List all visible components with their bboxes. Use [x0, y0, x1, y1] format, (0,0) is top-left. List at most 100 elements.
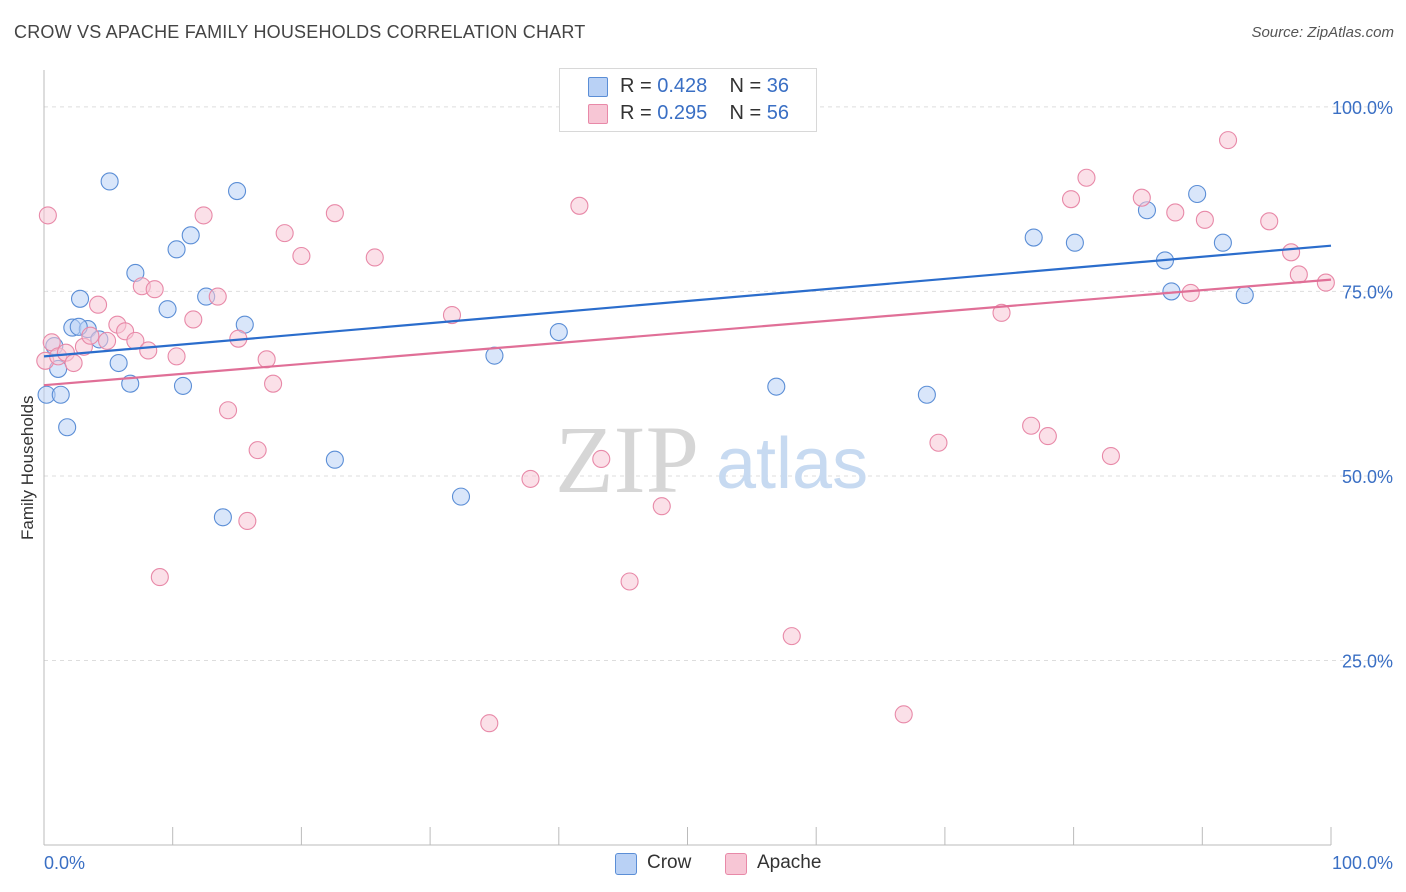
crow-point — [1188, 184, 1207, 204]
crow-point — [1213, 233, 1232, 252]
crow-point — [158, 300, 177, 319]
apache-point — [325, 204, 344, 223]
apache-point — [1282, 243, 1301, 262]
crow-point — [1065, 233, 1084, 252]
apache-point — [194, 206, 213, 225]
crow-point — [173, 376, 193, 395]
apache-point — [1166, 203, 1185, 222]
crow-point — [1024, 228, 1043, 247]
y-tick-label: 100.0% — [1332, 98, 1393, 118]
apache-point — [782, 627, 801, 646]
crow-legend-swatch — [615, 853, 637, 875]
apache-point — [652, 497, 671, 516]
apache-point — [89, 295, 108, 314]
crow-point — [767, 377, 786, 396]
crow-n-label: N = — [729, 75, 767, 97]
trend-lines — [43, 244, 1332, 387]
apache-point — [620, 572, 639, 591]
correlation-legend: R = 0.428 N = 36 R = 0.295 N = 56 — [559, 68, 817, 132]
tick-labels: 25.0% 50.0% 75.0% 100.0% 0.0% 100.0% — [44, 98, 1393, 873]
crow-point — [109, 353, 128, 373]
apache-point — [521, 469, 540, 488]
watermark-zip: ZIP — [555, 406, 699, 513]
crow-point — [325, 450, 344, 469]
chart-title: CROW VS APACHE FAMILY HOUSEHOLDS CORRELA… — [14, 22, 586, 42]
apache-point — [145, 280, 164, 299]
crow-point — [167, 240, 186, 259]
crow-trend-line — [43, 244, 1332, 358]
axes — [43, 70, 1332, 846]
crow-swatch — [588, 77, 608, 97]
x-tick-label: 0.0% — [44, 853, 85, 873]
crow-point — [100, 172, 119, 191]
apache-trend-line — [43, 278, 1332, 387]
apache-point — [480, 714, 499, 733]
apache-point — [81, 326, 100, 345]
apache-point — [184, 310, 203, 329]
apache-point — [98, 331, 117, 350]
apache-point — [1260, 212, 1279, 231]
apache-point — [1061, 190, 1081, 209]
crow-point — [917, 385, 936, 404]
crow-r-label: R = — [620, 75, 658, 97]
crow-point — [451, 487, 471, 506]
crow-point — [213, 508, 232, 527]
apache-point — [167, 347, 186, 366]
watermark-atlas: atlas — [716, 424, 868, 504]
apache-point — [150, 568, 169, 587]
apache-point — [894, 705, 913, 724]
apache-point — [1022, 416, 1041, 435]
apache-point — [1218, 131, 1238, 150]
y-axis-label: Family Households — [18, 395, 37, 540]
apache-legend-swatch — [725, 853, 747, 875]
apache-point — [208, 287, 227, 306]
data-points — [36, 131, 1335, 733]
y-tick-label: 50.0% — [1342, 467, 1393, 487]
apache-r-value: 0.295 — [657, 102, 708, 124]
apache-point — [1181, 283, 1200, 302]
crow-n-value: 36 — [766, 75, 790, 97]
apache-point — [1077, 168, 1096, 187]
apache-point — [248, 441, 267, 460]
y-tick-label: 25.0% — [1342, 651, 1393, 671]
crow-point — [51, 385, 70, 404]
crow-point — [549, 322, 568, 342]
apache-point — [1132, 188, 1151, 207]
crow-point — [181, 226, 200, 245]
apache-n-value: 56 — [766, 102, 790, 124]
crow-legend-label: Crow — [647, 852, 692, 873]
apache-point — [1316, 273, 1335, 292]
apache-n-label: N = — [729, 102, 767, 124]
apache-point — [64, 353, 83, 373]
apache-legend-label: Apache — [757, 852, 822, 873]
crow-point — [58, 418, 77, 437]
crow-point — [70, 289, 90, 308]
apache-point — [275, 224, 294, 243]
apache-point — [1195, 210, 1214, 229]
apache-point — [218, 401, 238, 420]
apache-point — [570, 196, 589, 215]
apache-point — [1289, 265, 1308, 284]
apache-point — [365, 248, 384, 267]
crow-stats: R = 0.428 N = 36 — [620, 75, 789, 98]
apache-swatch — [588, 104, 608, 124]
apache-point — [38, 206, 57, 225]
source-label: Source: ZipAtlas.com — [1251, 24, 1394, 41]
apache-point — [1101, 446, 1120, 466]
apache-point — [238, 511, 257, 531]
crow-r-value: 0.428 — [657, 75, 708, 97]
apache-point — [139, 341, 158, 360]
crow-point — [1235, 286, 1254, 305]
apache-stats: R = 0.295 N = 56 — [620, 102, 789, 125]
apache-point — [929, 433, 948, 452]
crow-point — [228, 181, 247, 201]
apache-point — [257, 350, 276, 369]
apache-r-label: R = — [620, 102, 658, 124]
apache-point — [592, 449, 611, 469]
apache-point — [992, 303, 1011, 322]
x-tick-label: 100.0% — [1332, 853, 1393, 873]
apache-point — [264, 374, 283, 393]
apache-point — [1038, 427, 1057, 446]
apache-point — [292, 246, 311, 266]
